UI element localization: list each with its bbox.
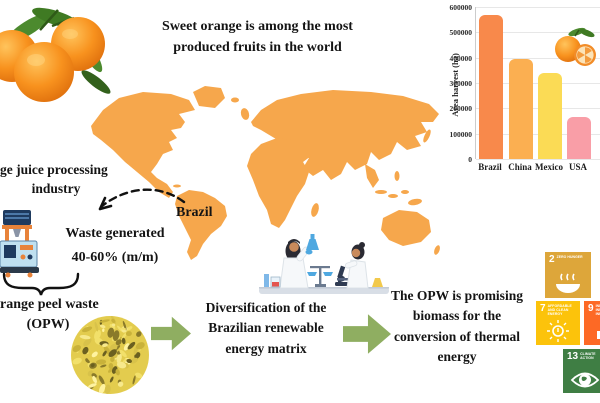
- industry-label-line1: ge juice processing: [0, 162, 108, 177]
- chart-gridline: [476, 32, 600, 34]
- japan: [423, 129, 431, 143]
- madagascar: [311, 203, 319, 217]
- waste-line1: Waste generated: [65, 226, 165, 241]
- bar-usa: [567, 116, 591, 159]
- arabia: [311, 146, 333, 168]
- brazil-label: Brazil: [176, 205, 213, 220]
- sdg-label: AFFORDABLE AND CLEAN ENERGY: [547, 304, 572, 316]
- diversification-line2: Brazilian renewable: [208, 320, 324, 336]
- chart-ytick-label: 600000: [449, 3, 473, 12]
- promise-line3: conversion of thermal: [394, 328, 520, 344]
- opw-label-line2: (OPW): [26, 317, 70, 332]
- cubes-icon: [584, 321, 600, 343]
- world-map: [91, 86, 440, 260]
- new-guinea: [408, 198, 422, 206]
- peel-texture: [72, 316, 145, 394]
- se-asia: [365, 164, 379, 188]
- bar-china: [509, 58, 533, 159]
- flow-arrow-2: [343, 314, 391, 354]
- industry-label-line2: industry: [31, 181, 81, 196]
- figure-title-line1: Sweet orange is among the most: [162, 19, 353, 34]
- promise-line4: energy: [437, 348, 477, 364]
- flow-arrow-1: [151, 316, 191, 351]
- chart-ytick-label: 300000: [449, 79, 473, 88]
- bowl-icon: [545, 272, 591, 296]
- arrowhead: [98, 196, 113, 211]
- australia: [381, 210, 431, 246]
- underbrace: [2, 272, 80, 296]
- sdg-9-tile: 9 INDUSTRY, INNOVATION AND INFRASTRUCTUR…: [584, 301, 600, 345]
- area-harvest-chart: Area harvest (ha) 0 100000 200000 300000 400…: [443, 0, 600, 178]
- sdg-number: 9: [588, 303, 594, 314]
- diversification-line3: energy matrix: [225, 340, 307, 356]
- new-zealand: [434, 245, 440, 255]
- uk: [240, 108, 250, 120]
- sdg-number: 2: [549, 254, 555, 265]
- greenland: [193, 86, 225, 108]
- sdg-number: 7: [540, 303, 546, 314]
- opw-label-line1: range peel waste: [0, 297, 99, 312]
- diversification-line1: Diversification of the: [205, 300, 327, 315]
- eye-globe-icon: [563, 369, 600, 391]
- peel-waste-photo: [71, 316, 149, 394]
- diversification-text: Diversification of the Brazilian renewab…: [194, 298, 338, 359]
- chart-xcat-label: Brazil: [478, 162, 502, 172]
- chart-xcat-label: Mexico: [535, 162, 563, 172]
- dashed-arrow: [98, 188, 186, 211]
- promise-text: The OPW is promising biomass for the con…: [390, 286, 524, 367]
- sdg-7-tile: 7 AFFORDABLE AND CLEAN ENERGY: [536, 301, 580, 345]
- promise-line2: biomass for the: [412, 308, 502, 324]
- south-america: [175, 190, 227, 260]
- bar-plot: [475, 7, 600, 160]
- scientists-illustration: [259, 234, 389, 294]
- sdg-label: ZERO HUNGER: [556, 255, 583, 259]
- sdg-label: CLIMATE ACTION: [580, 352, 596, 360]
- chart-ytick-label: 500000: [449, 28, 473, 38]
- bar-brazil: [479, 14, 503, 159]
- chart-ytick-label: 0: [468, 155, 472, 164]
- bar-mexico: [538, 72, 562, 159]
- chart-gridline: [476, 159, 600, 160]
- sdg-13-tile: 13 CLIMATE ACTION: [563, 349, 600, 393]
- chart-ytick-label: 200000: [449, 104, 473, 114]
- chart-xcat-label: USA: [568, 162, 587, 172]
- oranges-photo: [0, 7, 111, 102]
- sdg-label: INDUSTRY, INNOVATION AND INFRASTRUCTURE: [595, 304, 600, 316]
- waste-text: Waste generated 40-60% (m/m): [40, 222, 190, 270]
- orange-clipart-icon: [555, 27, 596, 66]
- chart-gridline: [476, 57, 600, 59]
- figure-title-line2: produced fruits in the world: [173, 40, 342, 55]
- sdg-number: 13: [567, 351, 579, 362]
- juice-press-machine-icon: [0, 210, 39, 278]
- chart-xcat-label: China: [508, 162, 532, 172]
- north-america: [91, 92, 195, 198]
- gloved-hand: [305, 249, 313, 255]
- continents: [91, 86, 440, 260]
- chart-ytick-label: 400000: [449, 53, 473, 63]
- sdg-2-tile: 2 ZERO HUNGER: [545, 252, 591, 298]
- promise-line1: The OPW is promising: [391, 288, 523, 303]
- waste-line2: 40-60% (m/m): [71, 249, 159, 265]
- eurasia: [251, 90, 439, 180]
- chart-ytick-label: 100000: [449, 129, 473, 139]
- figure-title: Sweet orange is among the most produced …: [145, 16, 370, 58]
- chart-gridline: [476, 7, 600, 8]
- africa: [247, 138, 311, 228]
- sun-icon: [536, 319, 580, 343]
